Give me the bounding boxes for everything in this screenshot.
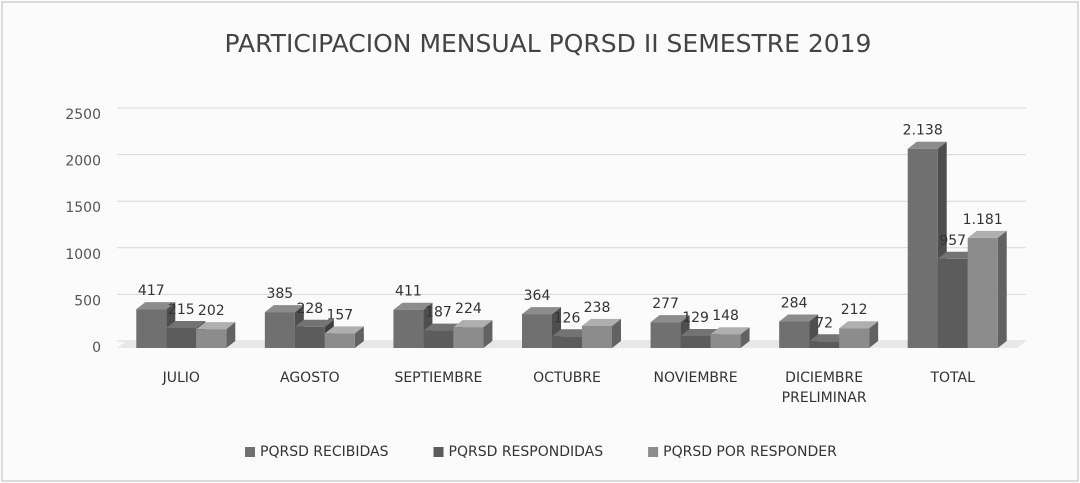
bar [650, 322, 681, 348]
bar [324, 333, 355, 348]
bar-side [483, 320, 493, 348]
x-tick-label: SEPTIEMBRE [394, 370, 483, 386]
data-label: 224 [455, 301, 482, 317]
bar-side [226, 322, 236, 348]
bar [839, 328, 870, 348]
bar [522, 314, 552, 348]
data-label: 187 [425, 305, 452, 321]
x-tick-label: DICIEMBRE PRELIMINAR [781, 370, 867, 406]
data-label: 957 [939, 233, 966, 249]
data-label: 385 [266, 286, 293, 302]
bar-top [324, 326, 364, 334]
bar-side [997, 230, 1007, 348]
data-label: 148 [712, 308, 739, 324]
bar [264, 312, 295, 348]
bar-top [423, 323, 463, 331]
bar [393, 309, 424, 348]
bar-top [582, 318, 621, 326]
y-tick-label: 2500 [65, 107, 101, 123]
x-tick-label: JULIO [162, 370, 200, 386]
data-label: 284 [781, 296, 808, 312]
data-label: 72 [815, 315, 833, 331]
y-tick-label: 1500 [65, 200, 101, 216]
bar-top [136, 302, 176, 310]
bar-top [680, 328, 720, 336]
bar [809, 341, 840, 348]
legend-swatch [648, 447, 659, 457]
bar [196, 329, 227, 348]
data-label: 364 [524, 288, 551, 304]
x-tick-label: NOVIEMBRE [653, 370, 738, 386]
data-label: 129 [682, 310, 709, 326]
bar-top [967, 230, 1007, 238]
bar [907, 148, 938, 348]
bar [453, 327, 484, 348]
x-tick-label: AGOSTO [280, 370, 340, 386]
bar-top [552, 329, 591, 337]
data-label: 215 [168, 302, 195, 318]
data-label: 417 [138, 283, 165, 299]
bar [582, 325, 612, 348]
data-label: 2.138 [903, 123, 943, 139]
bar-top [710, 327, 750, 335]
legend-label: PQRSD POR RESPONDER [663, 444, 837, 460]
bar-top [839, 321, 879, 329]
bar-top [294, 319, 334, 327]
data-label: 157 [326, 307, 353, 323]
bar-top [809, 334, 849, 342]
legend-swatch [433, 447, 444, 457]
bar [710, 334, 741, 348]
data-label: 1.181 [963, 212, 1003, 228]
data-label: 277 [652, 296, 679, 312]
data-label: 411 [395, 284, 422, 300]
x-tick-label: OCTUBRE [533, 370, 601, 386]
bar-top [453, 320, 493, 328]
bar [166, 327, 197, 348]
bar-side [354, 326, 364, 348]
bar [136, 309, 167, 348]
data-label: 212 [841, 302, 868, 318]
data-label: 228 [296, 301, 323, 317]
bar-top [907, 141, 947, 149]
bar-side [740, 327, 750, 348]
bar-top [393, 302, 433, 310]
data-label: 238 [584, 300, 611, 316]
data-label: 126 [554, 310, 581, 326]
y-tick-label: 1000 [65, 247, 101, 263]
x-tick-label: TOTAL [930, 370, 975, 386]
bar-side [612, 318, 621, 348]
legend-swatch [245, 447, 255, 457]
y-tick-label: 0 [92, 340, 101, 356]
bar-top [264, 305, 304, 313]
bar-top [937, 251, 977, 259]
bar [552, 336, 582, 348]
chart-title: PARTICIPACION MENSUAL PQRSD II SEMESTRE … [225, 29, 872, 58]
bar-top [779, 314, 819, 322]
y-tick-label: 500 [74, 293, 101, 309]
bar-top [650, 315, 690, 323]
bar [779, 321, 810, 348]
bar-top [196, 322, 236, 330]
y-tick-label: 2000 [65, 154, 101, 170]
bar [680, 335, 711, 348]
bar [294, 326, 325, 348]
legend-label: PQRSD RECIBIDAS [260, 444, 389, 460]
bar [423, 330, 454, 348]
bar-top [522, 307, 561, 315]
bar [937, 258, 968, 348]
bar-side [869, 321, 879, 348]
legend-label: PQRSD RESPONDIDAS [449, 444, 604, 460]
data-label: 202 [198, 303, 225, 319]
bar [967, 237, 998, 348]
bar-top [166, 320, 206, 328]
